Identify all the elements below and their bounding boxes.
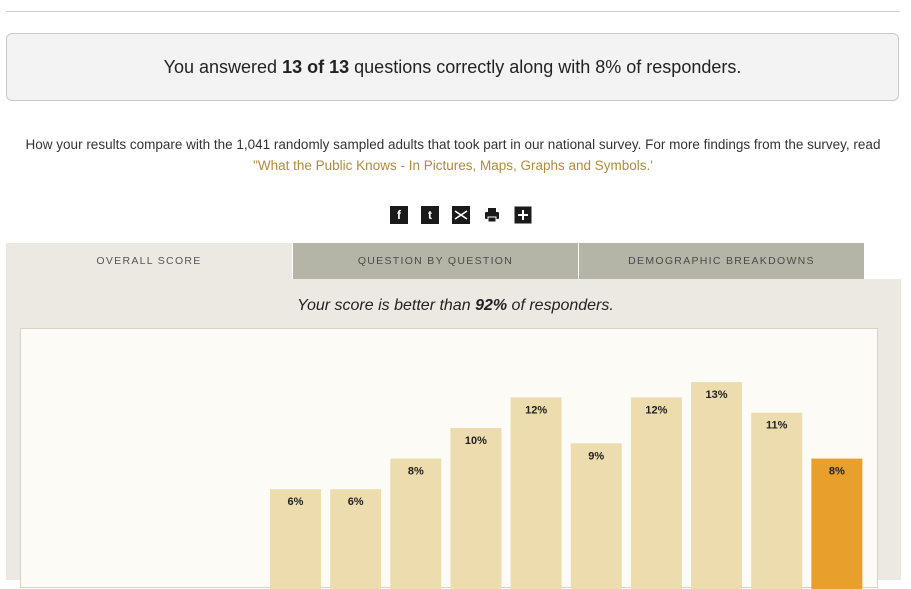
bar-label-11: 13%	[706, 389, 728, 401]
bar-12	[751, 412, 803, 589]
bar-13	[811, 458, 863, 589]
twitter-icon[interactable]: t	[421, 206, 439, 224]
bar-7	[450, 428, 502, 589]
score-distribution-chart: 6% 6% 8% 10% 12% 9% 12% 13% 11% 8%	[20, 328, 878, 589]
bar-6	[390, 458, 442, 589]
bar-label-4: 6%	[288, 496, 304, 508]
tab-demographic-breakdowns[interactable]: DEMOGRAPHIC BREAKDOWNS	[578, 243, 864, 279]
result-summary: You answered 13 of 13 questions correctl…	[6, 33, 899, 101]
score-line-value: 92%	[475, 297, 508, 314]
result-prefix: You answered	[163, 56, 278, 77]
score-line-suffix: of responders.	[511, 297, 614, 314]
result-score: 13 of 13	[282, 56, 350, 77]
print-icon[interactable]	[483, 206, 501, 224]
top-divider	[6, 11, 900, 12]
bar-label-7: 10%	[465, 435, 487, 447]
email-icon[interactable]	[452, 206, 470, 224]
facebook-icon[interactable]: f	[390, 206, 408, 224]
score-line-prefix: Your score is better than	[297, 297, 471, 314]
result-suffix: questions correctly along with 8% of res…	[354, 56, 742, 77]
bar-label-12: 11%	[766, 420, 788, 432]
bar-11	[691, 382, 743, 589]
tab-overall-score[interactable]: OVERALL SCORE	[6, 243, 292, 279]
bar-label-13: 8%	[829, 466, 845, 478]
intro-text: How your results compare with the 1,041 …	[8, 134, 898, 176]
bar-label-6: 8%	[408, 466, 424, 478]
intro-body: How your results compare with the 1,041 …	[25, 137, 881, 152]
score-comparison: Your score is better than 92% of respond…	[0, 297, 911, 315]
bar-label-9: 9%	[588, 450, 604, 462]
bar-8	[510, 397, 562, 589]
findings-link[interactable]: "What the Public Knows - In Pictures, Ma…	[253, 158, 653, 173]
bar-4	[270, 489, 321, 589]
bar-label-5: 6%	[348, 496, 364, 508]
bar-label-8: 12%	[525, 404, 547, 416]
tab-bar: OVERALL SCORE QUESTION BY QUESTION DEMOG…	[6, 243, 866, 279]
bar-label-10: 12%	[645, 404, 667, 416]
bar-9	[570, 443, 622, 589]
plus-icon[interactable]	[514, 206, 532, 224]
bar-chart-svg: 6% 6% 8% 10% 12% 9% 12% 13% 11% 8%	[270, 382, 863, 589]
share-toolbar: f t	[390, 206, 532, 224]
bar-5	[330, 489, 382, 589]
bar-10	[630, 397, 682, 589]
tab-question-by-question[interactable]: QUESTION BY QUESTION	[292, 243, 578, 279]
